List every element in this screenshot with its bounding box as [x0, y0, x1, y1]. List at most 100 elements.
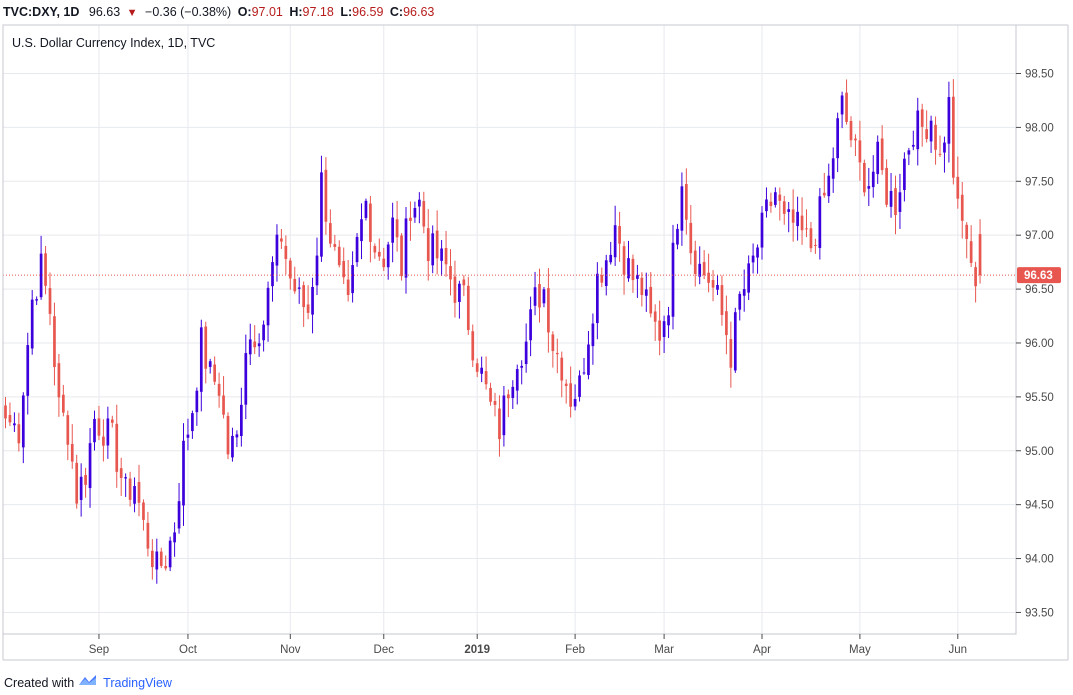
candle-body — [849, 120, 853, 141]
candle — [600, 267, 604, 288]
candle-body — [733, 312, 737, 371]
open-value: 97.01 — [251, 5, 283, 19]
candle — [404, 207, 408, 294]
candle-body — [974, 267, 977, 287]
candle-body — [377, 251, 381, 257]
candle-body — [88, 443, 92, 489]
candle-body — [960, 194, 964, 221]
candle — [863, 159, 866, 197]
candle-body — [569, 383, 572, 407]
candle-body — [306, 304, 310, 313]
candle-body — [39, 253, 43, 298]
candle — [636, 264, 639, 298]
candle-body — [800, 215, 804, 231]
candle-body — [284, 245, 288, 260]
y-tick-label: 97.00 — [1025, 230, 1054, 242]
symbol-label[interactable]: TVC:DXY, 1D — [3, 5, 80, 19]
candle — [431, 225, 435, 274]
candle-body — [351, 265, 354, 294]
candle-body — [244, 353, 248, 405]
candle-body — [587, 344, 590, 376]
candle — [960, 181, 964, 239]
candle-body — [391, 217, 394, 243]
candle-body — [907, 150, 911, 155]
candle-body — [435, 230, 439, 259]
x-tick-label: Mar — [654, 644, 674, 656]
tradingview-brand-link[interactable]: TradingView — [103, 675, 172, 690]
candle-body — [520, 365, 524, 368]
candle-body — [765, 199, 768, 212]
candle-body — [21, 395, 25, 448]
candle — [373, 243, 377, 259]
candle-body — [511, 386, 515, 398]
candle — [555, 338, 559, 374]
y-tick-label: 98.50 — [1025, 69, 1054, 81]
candle — [35, 296, 38, 306]
candle — [880, 125, 884, 175]
candle — [360, 203, 363, 260]
candle-body — [115, 423, 119, 472]
candle-body — [186, 434, 190, 438]
candle — [840, 91, 844, 129]
x-tick-label: Jun — [949, 644, 968, 656]
candle-body — [831, 158, 835, 179]
candle-body — [48, 288, 52, 314]
candle — [498, 395, 501, 457]
candle — [836, 112, 839, 173]
open-label: O: — [237, 5, 252, 19]
candle-body — [57, 363, 61, 398]
candle — [231, 427, 234, 462]
candle-body — [631, 258, 635, 281]
candle — [395, 200, 399, 252]
candle — [738, 291, 742, 321]
candle — [698, 246, 702, 285]
candle — [929, 115, 933, 153]
candle-body — [395, 219, 399, 238]
candle — [907, 147, 911, 166]
candle-body — [814, 244, 817, 246]
candle — [969, 225, 973, 268]
candle-body — [431, 233, 435, 266]
candle-body — [235, 434, 239, 438]
candle-body — [484, 371, 488, 385]
candle-body — [151, 550, 154, 568]
candle-body — [947, 97, 951, 144]
x-tick-label: Nov — [280, 644, 301, 656]
candle-body — [555, 352, 559, 355]
candle — [342, 247, 346, 285]
candle-body — [177, 501, 181, 529]
candle — [573, 384, 577, 411]
candle — [876, 135, 880, 185]
candle-body — [529, 309, 532, 341]
candle — [524, 323, 528, 373]
candle — [520, 360, 524, 385]
candle-body — [818, 196, 822, 248]
candle-body — [591, 323, 595, 347]
x-tick-label: 2019 — [464, 644, 490, 656]
candle — [671, 224, 675, 330]
chart-title: U.S. Dollar Currency Index, 1D, TVC — [12, 36, 215, 50]
last-price-tag — [1017, 267, 1061, 284]
candle-body — [493, 400, 497, 405]
candle-body — [355, 236, 359, 263]
candle-body — [449, 266, 452, 280]
candle-body — [707, 272, 710, 283]
candle — [965, 222, 969, 259]
candle-body — [742, 289, 746, 296]
candle-body — [903, 158, 906, 190]
candle-body — [124, 477, 127, 479]
candle-body — [128, 478, 132, 500]
candle — [916, 97, 920, 166]
candle-body — [489, 387, 492, 402]
candle-body — [320, 172, 323, 257]
candle-body — [311, 286, 314, 315]
candle — [716, 274, 719, 296]
candle-body — [173, 532, 176, 543]
candle — [177, 483, 181, 534]
candle-body — [662, 321, 666, 337]
tradingview-logo-icon[interactable] — [78, 673, 98, 693]
candle — [889, 172, 893, 218]
candle — [903, 152, 906, 202]
candle-body — [70, 443, 74, 462]
